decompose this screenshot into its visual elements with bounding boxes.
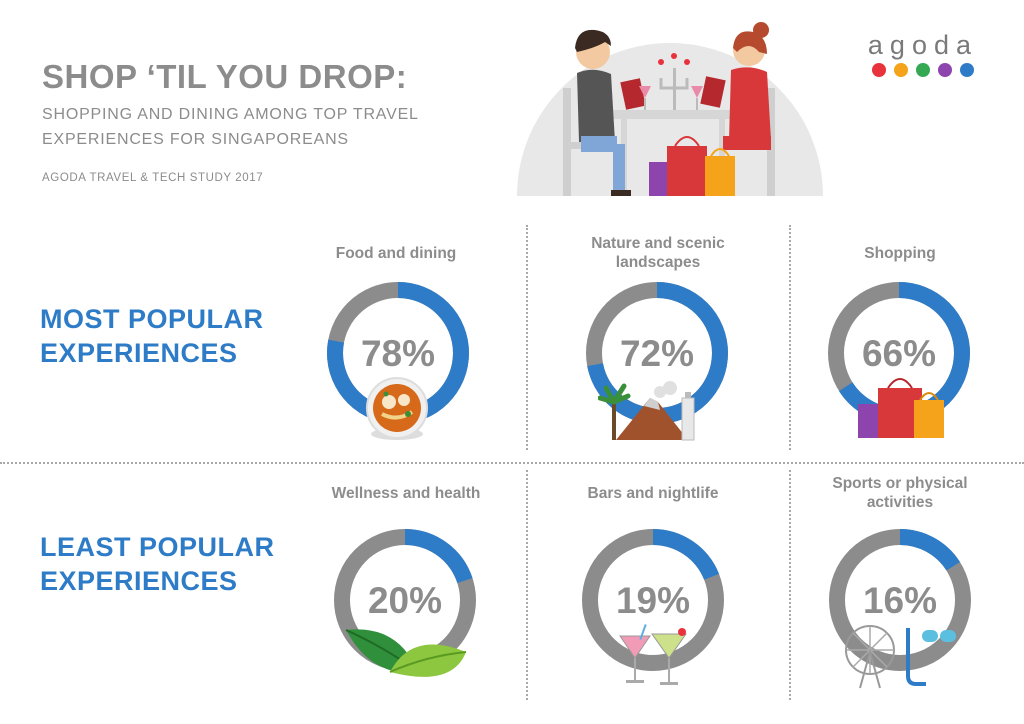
category-label: Food and dining <box>335 245 457 262</box>
donut-value-label: 66% <box>862 333 936 374</box>
page-title: SHOP ‘TIL YOU DROP: <box>42 58 408 95</box>
subtitle-line-2: EXPERIENCES FOR SINGAPOREANS <box>42 131 349 148</box>
couple-dining-illustration <box>517 22 823 196</box>
logo-dot <box>959 63 974 77</box>
donut-value-label: 78% <box>361 333 435 374</box>
agoda-logo: agoda <box>868 30 978 77</box>
donut-value-arc <box>582 529 724 671</box>
least-popular-line-1: LEAST POPULAR <box>40 532 275 562</box>
row-divider <box>0 462 1024 464</box>
logo-dots <box>868 63 978 77</box>
subtitle-line-1: SHOPPING AND DINING AMONG TOP TRAVEL <box>42 106 419 123</box>
food-bowl-icon <box>366 377 428 440</box>
logo-wordmark: agoda <box>867 30 978 60</box>
donut-value-label: 20% <box>368 580 442 621</box>
cocktails-icon <box>619 624 687 685</box>
least-popular-line-2: EXPERIENCES <box>40 566 238 596</box>
donut-chart: 19% <box>582 529 724 671</box>
leaves-icon <box>345 629 467 677</box>
least-popular-heading: LEAST POPULAR EXPERIENCES <box>40 530 275 598</box>
category-label: Bars and nightlife <box>587 485 719 502</box>
ferris-wheel-goggles-icon <box>845 625 956 689</box>
most-popular-line-1: MOST POPULAR <box>40 304 264 334</box>
donut-value-arc <box>829 529 971 671</box>
logo-dot <box>915 63 930 77</box>
logo-dot <box>871 63 886 77</box>
donut-value-arc <box>334 529 476 671</box>
column-divider <box>526 470 528 700</box>
logo-dot <box>937 63 952 77</box>
logo-dot <box>893 63 908 77</box>
volcano-landscape-icon <box>598 381 695 441</box>
most-popular-line-2: EXPERIENCES <box>40 338 238 368</box>
donut-value-label: 19% <box>616 580 690 621</box>
most-popular-heading: MOST POPULAR EXPERIENCES <box>40 302 264 370</box>
category-label: Nature and scenic landscapes <box>591 235 725 271</box>
column-divider <box>526 225 528 450</box>
column-divider <box>789 470 791 700</box>
donut-chart: 16% <box>829 529 971 671</box>
source-note: AGODA TRAVEL & TECH STUDY 2017 <box>42 172 264 184</box>
column-divider <box>789 225 791 450</box>
donut-value-label: 72% <box>620 333 694 374</box>
category-label: Wellness and health <box>331 485 481 502</box>
donut-value-label: 16% <box>863 580 937 621</box>
category-label: Shopping <box>864 245 936 262</box>
shopping-bags-icon <box>858 378 944 438</box>
category-label: Sports or physical activities <box>832 475 968 511</box>
